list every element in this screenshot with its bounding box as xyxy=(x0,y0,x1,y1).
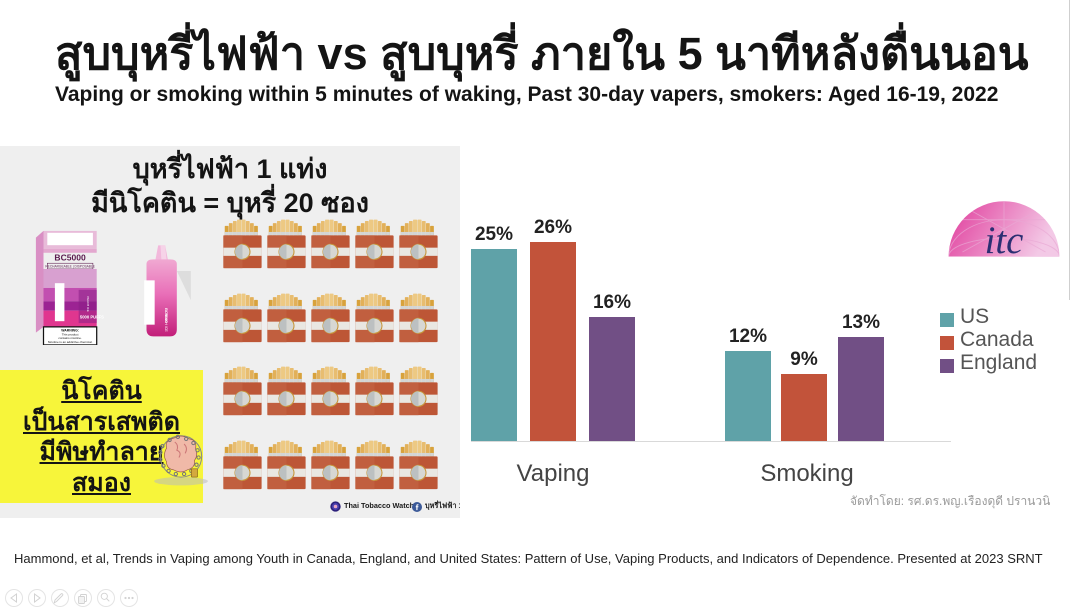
svg-text:itc: itc xyxy=(985,219,1024,262)
